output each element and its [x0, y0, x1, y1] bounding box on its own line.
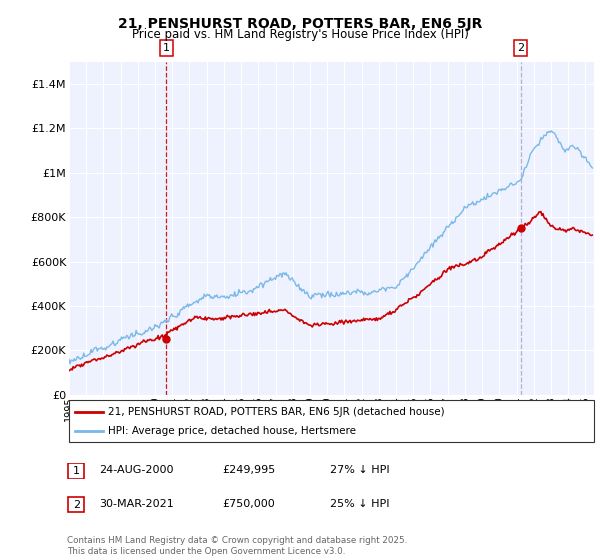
Text: £249,995: £249,995: [222, 465, 275, 475]
FancyBboxPatch shape: [69, 400, 594, 442]
Text: 21, PENSHURST ROAD, POTTERS BAR, EN6 5JR (detached house): 21, PENSHURST ROAD, POTTERS BAR, EN6 5JR…: [109, 407, 445, 417]
Text: 1: 1: [163, 43, 170, 53]
Text: 2: 2: [517, 43, 524, 53]
Text: 27% ↓ HPI: 27% ↓ HPI: [330, 465, 389, 475]
Text: 21, PENSHURST ROAD, POTTERS BAR, EN6 5JR: 21, PENSHURST ROAD, POTTERS BAR, EN6 5JR: [118, 17, 482, 31]
Text: HPI: Average price, detached house, Hertsmere: HPI: Average price, detached house, Hert…: [109, 426, 356, 436]
FancyBboxPatch shape: [68, 464, 85, 478]
Text: Price paid vs. HM Land Registry's House Price Index (HPI): Price paid vs. HM Land Registry's House …: [131, 28, 469, 41]
Text: 30-MAR-2021: 30-MAR-2021: [99, 499, 174, 509]
Text: Contains HM Land Registry data © Crown copyright and database right 2025.
This d: Contains HM Land Registry data © Crown c…: [67, 536, 407, 556]
FancyBboxPatch shape: [68, 497, 85, 512]
Text: 25% ↓ HPI: 25% ↓ HPI: [330, 499, 389, 509]
Text: 24-AUG-2000: 24-AUG-2000: [99, 465, 173, 475]
Text: £750,000: £750,000: [222, 499, 275, 509]
Text: 2: 2: [73, 500, 80, 510]
Text: 1: 1: [73, 466, 80, 476]
